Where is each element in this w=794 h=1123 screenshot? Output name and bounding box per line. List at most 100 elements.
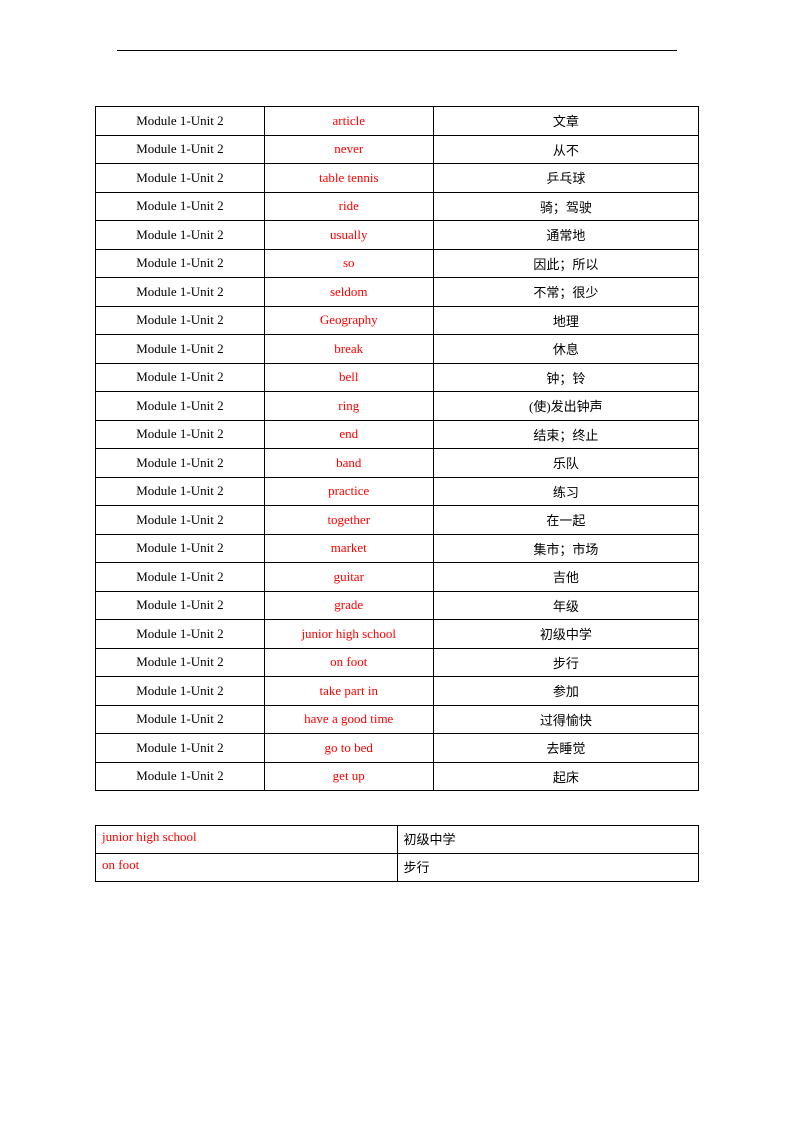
word-cell: together: [264, 506, 433, 535]
unit-cell: Module 1-Unit 2: [96, 420, 265, 449]
word-cell: article: [264, 107, 433, 136]
word-cell: take part in: [264, 677, 433, 706]
vocabulary-table: Module 1-Unit 2article文章Module 1-Unit 2n…: [95, 106, 699, 791]
table-row: Module 1-Unit 2usually通常地: [96, 221, 699, 250]
definition-cell: 结束；终止: [433, 420, 698, 449]
definition-cell: 初级中学: [433, 620, 698, 649]
word-cell: table tennis: [264, 164, 433, 193]
definition-cell: 吉他: [433, 563, 698, 592]
word-cell: seldom: [264, 278, 433, 307]
definition-cell: 因此；所以: [433, 249, 698, 278]
definition-cell: 参加: [433, 677, 698, 706]
unit-cell: Module 1-Unit 2: [96, 477, 265, 506]
word-cell: Geography: [264, 306, 433, 335]
table-row: Module 1-Unit 2take part in参加: [96, 677, 699, 706]
definition-cell: 文章: [433, 107, 698, 136]
unit-cell: Module 1-Unit 2: [96, 164, 265, 193]
table-row: Module 1-Unit 2junior high school初级中学: [96, 620, 699, 649]
word-cell: grade: [264, 591, 433, 620]
unit-cell: Module 1-Unit 2: [96, 677, 265, 706]
word-cell: junior high school: [264, 620, 433, 649]
unit-cell: Module 1-Unit 2: [96, 107, 265, 136]
word-cell: so: [264, 249, 433, 278]
table-row: Module 1-Unit 2together在一起: [96, 506, 699, 535]
word-cell: guitar: [264, 563, 433, 592]
definition-cell: 休息: [433, 335, 698, 364]
table-row: Module 1-Unit 2grade年级: [96, 591, 699, 620]
word-cell: market: [264, 534, 433, 563]
table-row: Module 1-Unit 2seldom不常；很少: [96, 278, 699, 307]
unit-cell: Module 1-Unit 2: [96, 335, 265, 364]
table-row: on foot步行: [96, 854, 699, 882]
table-row: Module 1-Unit 2market集市；市场: [96, 534, 699, 563]
definition-cell: 去睡觉: [433, 734, 698, 763]
unit-cell: Module 1-Unit 2: [96, 135, 265, 164]
definition-cell: 乒乓球: [433, 164, 698, 193]
unit-cell: Module 1-Unit 2: [96, 363, 265, 392]
definition-cell: 练习: [433, 477, 698, 506]
table-row: Module 1-Unit 2table tennis乒乓球: [96, 164, 699, 193]
definition-cell: 不常；很少: [433, 278, 698, 307]
definition-cell: 步行: [397, 854, 699, 882]
definition-cell: (使)发出钟声: [433, 392, 698, 421]
definition-cell: 步行: [433, 648, 698, 677]
definition-cell: 骑；驾驶: [433, 192, 698, 221]
definition-cell: 地理: [433, 306, 698, 335]
word-cell: band: [264, 449, 433, 478]
unit-cell: Module 1-Unit 2: [96, 648, 265, 677]
unit-cell: Module 1-Unit 2: [96, 221, 265, 250]
table-row: Module 1-Unit 2practice练习: [96, 477, 699, 506]
word-cell: get up: [264, 762, 433, 791]
page-top-rule: [117, 50, 677, 51]
table-row: Module 1-Unit 2ride骑；驾驶: [96, 192, 699, 221]
word-cell: break: [264, 335, 433, 364]
word-cell: bell: [264, 363, 433, 392]
word-cell: go to bed: [264, 734, 433, 763]
table-row: Module 1-Unit 2never从不: [96, 135, 699, 164]
word-cell: ride: [264, 192, 433, 221]
unit-cell: Module 1-Unit 2: [96, 705, 265, 734]
table-row: Module 1-Unit 2end结束；终止: [96, 420, 699, 449]
table-row: Module 1-Unit 2go to bed去睡觉: [96, 734, 699, 763]
unit-cell: Module 1-Unit 2: [96, 762, 265, 791]
table-row: Module 1-Unit 2have a good time过得愉快: [96, 705, 699, 734]
unit-cell: Module 1-Unit 2: [96, 449, 265, 478]
word-cell: practice: [264, 477, 433, 506]
unit-cell: Module 1-Unit 2: [96, 506, 265, 535]
unit-cell: Module 1-Unit 2: [96, 249, 265, 278]
unit-cell: Module 1-Unit 2: [96, 192, 265, 221]
extra-table: junior high school初级中学on foot步行: [95, 825, 699, 882]
word-cell: end: [264, 420, 433, 449]
table-row: Module 1-Unit 2article文章: [96, 107, 699, 136]
table-row: junior high school初级中学: [96, 826, 699, 854]
unit-cell: Module 1-Unit 2: [96, 278, 265, 307]
definition-cell: 初级中学: [397, 826, 699, 854]
unit-cell: Module 1-Unit 2: [96, 734, 265, 763]
word-cell: on foot: [264, 648, 433, 677]
definition-cell: 钟；铃: [433, 363, 698, 392]
table-row: Module 1-Unit 2Geography地理: [96, 306, 699, 335]
unit-cell: Module 1-Unit 2: [96, 620, 265, 649]
unit-cell: Module 1-Unit 2: [96, 534, 265, 563]
unit-cell: Module 1-Unit 2: [96, 392, 265, 421]
table-row: Module 1-Unit 2guitar吉他: [96, 563, 699, 592]
word-cell: never: [264, 135, 433, 164]
definition-cell: 年级: [433, 591, 698, 620]
word-cell: ring: [264, 392, 433, 421]
table-row: Module 1-Unit 2so因此；所以: [96, 249, 699, 278]
unit-cell: Module 1-Unit 2: [96, 563, 265, 592]
definition-cell: 起床: [433, 762, 698, 791]
definition-cell: 从不: [433, 135, 698, 164]
table-row: Module 1-Unit 2get up起床: [96, 762, 699, 791]
unit-cell: Module 1-Unit 2: [96, 591, 265, 620]
unit-cell: Module 1-Unit 2: [96, 306, 265, 335]
definition-cell: 集市；市场: [433, 534, 698, 563]
phrase-cell: junior high school: [96, 826, 398, 854]
table-row: Module 1-Unit 2bell钟；铃: [96, 363, 699, 392]
table-row: Module 1-Unit 2on foot步行: [96, 648, 699, 677]
table-row: Module 1-Unit 2break休息: [96, 335, 699, 364]
definition-cell: 过得愉快: [433, 705, 698, 734]
definition-cell: 乐队: [433, 449, 698, 478]
word-cell: usually: [264, 221, 433, 250]
word-cell: have a good time: [264, 705, 433, 734]
